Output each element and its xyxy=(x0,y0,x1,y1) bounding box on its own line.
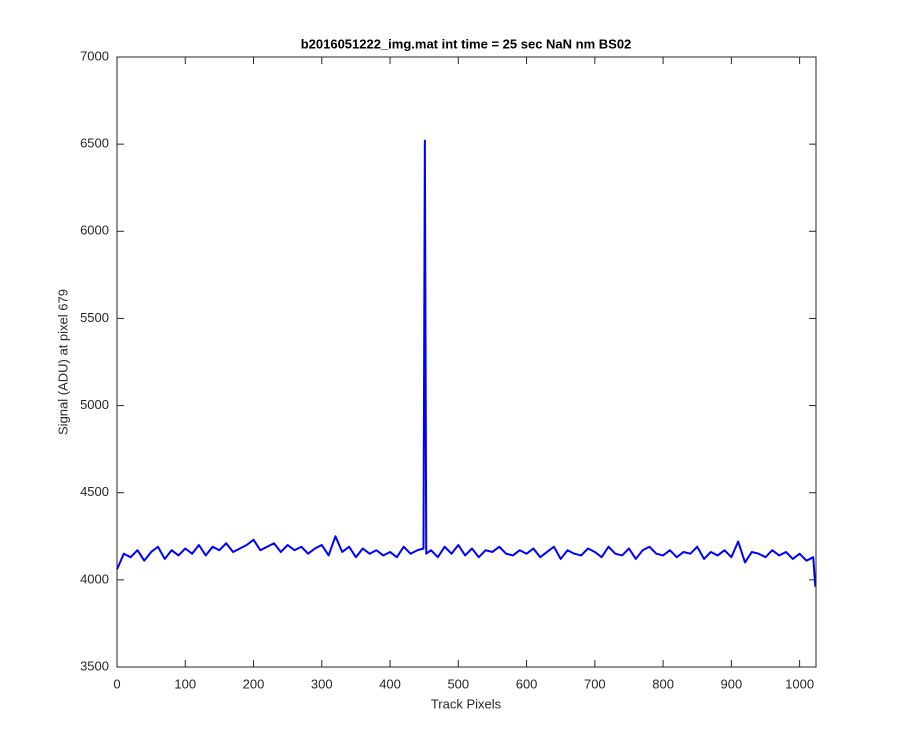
y-tick-label: 3500 xyxy=(80,658,109,673)
axes-box xyxy=(116,56,817,668)
y-tick-label: 5000 xyxy=(80,397,109,412)
x-tick-label: 800 xyxy=(652,676,674,691)
x-tick-label: 0 xyxy=(113,676,120,691)
y-tick-label: 6500 xyxy=(80,136,109,151)
x-tick-label: 1000 xyxy=(785,676,814,691)
x-tick-label: 100 xyxy=(174,676,196,691)
y-tick-label: 7000 xyxy=(80,48,109,63)
x-axis-label: Track Pixels xyxy=(431,696,502,711)
y-axis-label: Signal (ADU) at pixel 679 xyxy=(55,289,70,435)
chart-title: b2016051222_img.mat int time = 25 sec Na… xyxy=(301,36,632,51)
plot-area: 0 100 200 300 400 500 600 700 800 900 1000 3500 4000… xyxy=(80,48,817,691)
x-tick-label: 700 xyxy=(584,676,606,691)
x-tick-label: 500 xyxy=(447,676,469,691)
x-tick-label: 300 xyxy=(311,676,333,691)
series-line xyxy=(116,139,817,587)
x-tick-label: 200 xyxy=(243,676,265,691)
y-tick-label: 4500 xyxy=(80,484,109,499)
y-tick-label: 5500 xyxy=(80,310,109,325)
y-tick-label: 6000 xyxy=(80,223,109,238)
x-tick-label: 600 xyxy=(516,676,538,691)
x-tick-label: 400 xyxy=(379,676,401,691)
y-tick-label: 4000 xyxy=(80,571,109,586)
x-tick-label: 900 xyxy=(721,676,743,691)
